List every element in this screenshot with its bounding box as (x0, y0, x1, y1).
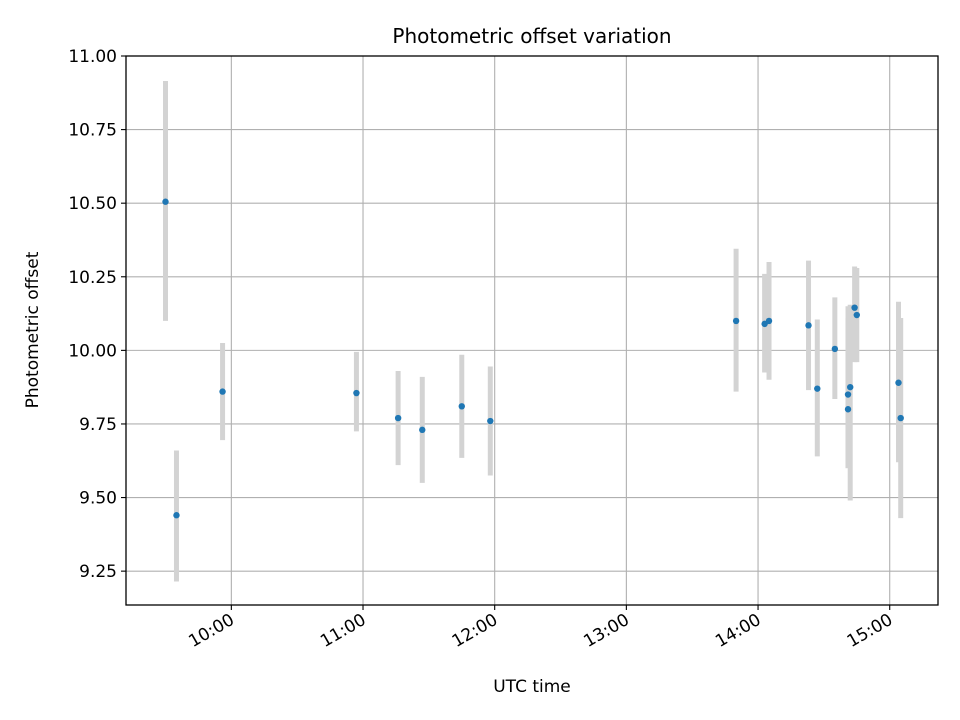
data-point (353, 389, 360, 397)
chart-title: Photometric offset variation (392, 24, 671, 48)
data-point (895, 379, 902, 386)
data-point (765, 317, 773, 325)
data-point (831, 345, 839, 353)
data-point (219, 388, 226, 395)
y-tick-label: 9.75 (79, 415, 117, 435)
y-axis-label: Photometric offset (23, 251, 43, 408)
data-point (844, 406, 852, 413)
data-point (419, 426, 426, 434)
data-point (814, 385, 821, 392)
data-point (458, 403, 465, 410)
x-axis-label: UTC time (493, 677, 571, 697)
data-point (487, 417, 494, 425)
data-point (897, 414, 904, 422)
data-point (173, 512, 180, 519)
data-point (851, 304, 858, 311)
data-point (162, 198, 169, 205)
data-point (394, 414, 402, 422)
y-tick-label: 10.50 (68, 194, 117, 214)
data-point (847, 383, 854, 391)
data-points (162, 198, 904, 519)
y-tick-label: 11.00 (68, 47, 117, 67)
data-point (732, 317, 740, 325)
data-point (844, 391, 852, 398)
y-tick-label: 10.00 (68, 341, 117, 361)
y-tick-label: 10.75 (68, 121, 117, 141)
y-tick-label: 9.25 (79, 562, 117, 582)
data-point (853, 311, 860, 319)
y-tick-label: 9.50 (79, 489, 117, 509)
data-point (805, 322, 812, 329)
plot-frame (125, 55, 939, 606)
y-tick-label: 10.25 (68, 268, 117, 288)
